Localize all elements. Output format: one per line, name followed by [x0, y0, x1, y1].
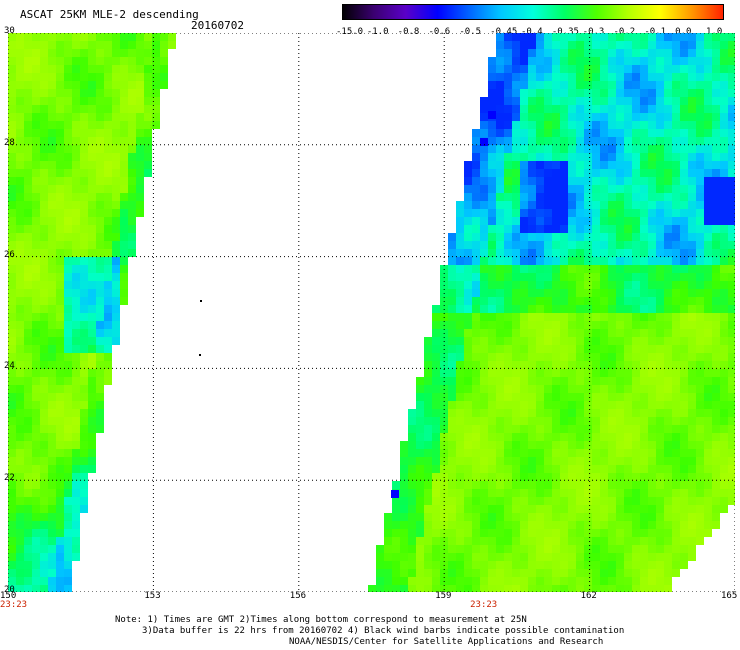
x-tick-label: 156	[289, 591, 307, 601]
note-line-1: Note: 1) Times are GMT 2)Times along bot…	[115, 615, 527, 625]
colorbar-tick-label: -0.45	[490, 27, 518, 37]
map-plot	[8, 33, 735, 592]
colorbar-tick-label: -0.35	[551, 27, 579, 37]
y-tick-label: 22	[4, 473, 15, 484]
map-title: ASCAT 25KM MLE-2 descending	[20, 8, 199, 21]
colorbar-tick-label: -0.1	[644, 27, 667, 37]
x-tick-label: 159	[435, 591, 452, 601]
colorbar-gradient	[342, 4, 724, 20]
wind-swaths	[8, 33, 735, 592]
colorbar-tick-label: -0.4	[521, 27, 543, 37]
time-label: 23:23	[0, 600, 28, 610]
x-tick-label: 165	[721, 591, 738, 601]
colorbar-tick-label: 0.0	[675, 27, 692, 37]
note-line-2: 3)Data buffer is 22 hrs from 20160702 4)…	[142, 626, 625, 636]
colorbar	[342, 4, 724, 20]
x-tick-label: 153	[144, 591, 161, 601]
colorbar-tick-label: -0.6	[428, 27, 451, 37]
colorbar-tick-label: -15.0	[336, 27, 364, 37]
colorbar-tick-label: 1.0	[706, 27, 723, 37]
x-tick-label: 150	[0, 591, 17, 601]
map-date: 20160702	[191, 19, 244, 32]
x-tick-label: 162	[580, 591, 597, 601]
colorbar-tick-label: -1.0	[366, 27, 389, 37]
note-line-3: NOAA/NESDIS/Center for Satellite Applica…	[289, 637, 604, 647]
y-tick-label: 20	[4, 585, 15, 595]
y-tick-label: 30	[4, 26, 15, 36]
colorbar-tick-label: -0.8	[397, 27, 420, 37]
time-label: 23:23	[470, 600, 498, 610]
y-tick-label: 28	[4, 137, 15, 148]
y-tick-label: 24	[4, 361, 15, 372]
y-tick-label: 26	[4, 249, 15, 260]
colorbar-tick-label: -0.3	[582, 27, 605, 37]
colorbar-tick-label: -0.2	[613, 27, 636, 37]
colorbar-tick-label: -0.5	[459, 27, 482, 37]
